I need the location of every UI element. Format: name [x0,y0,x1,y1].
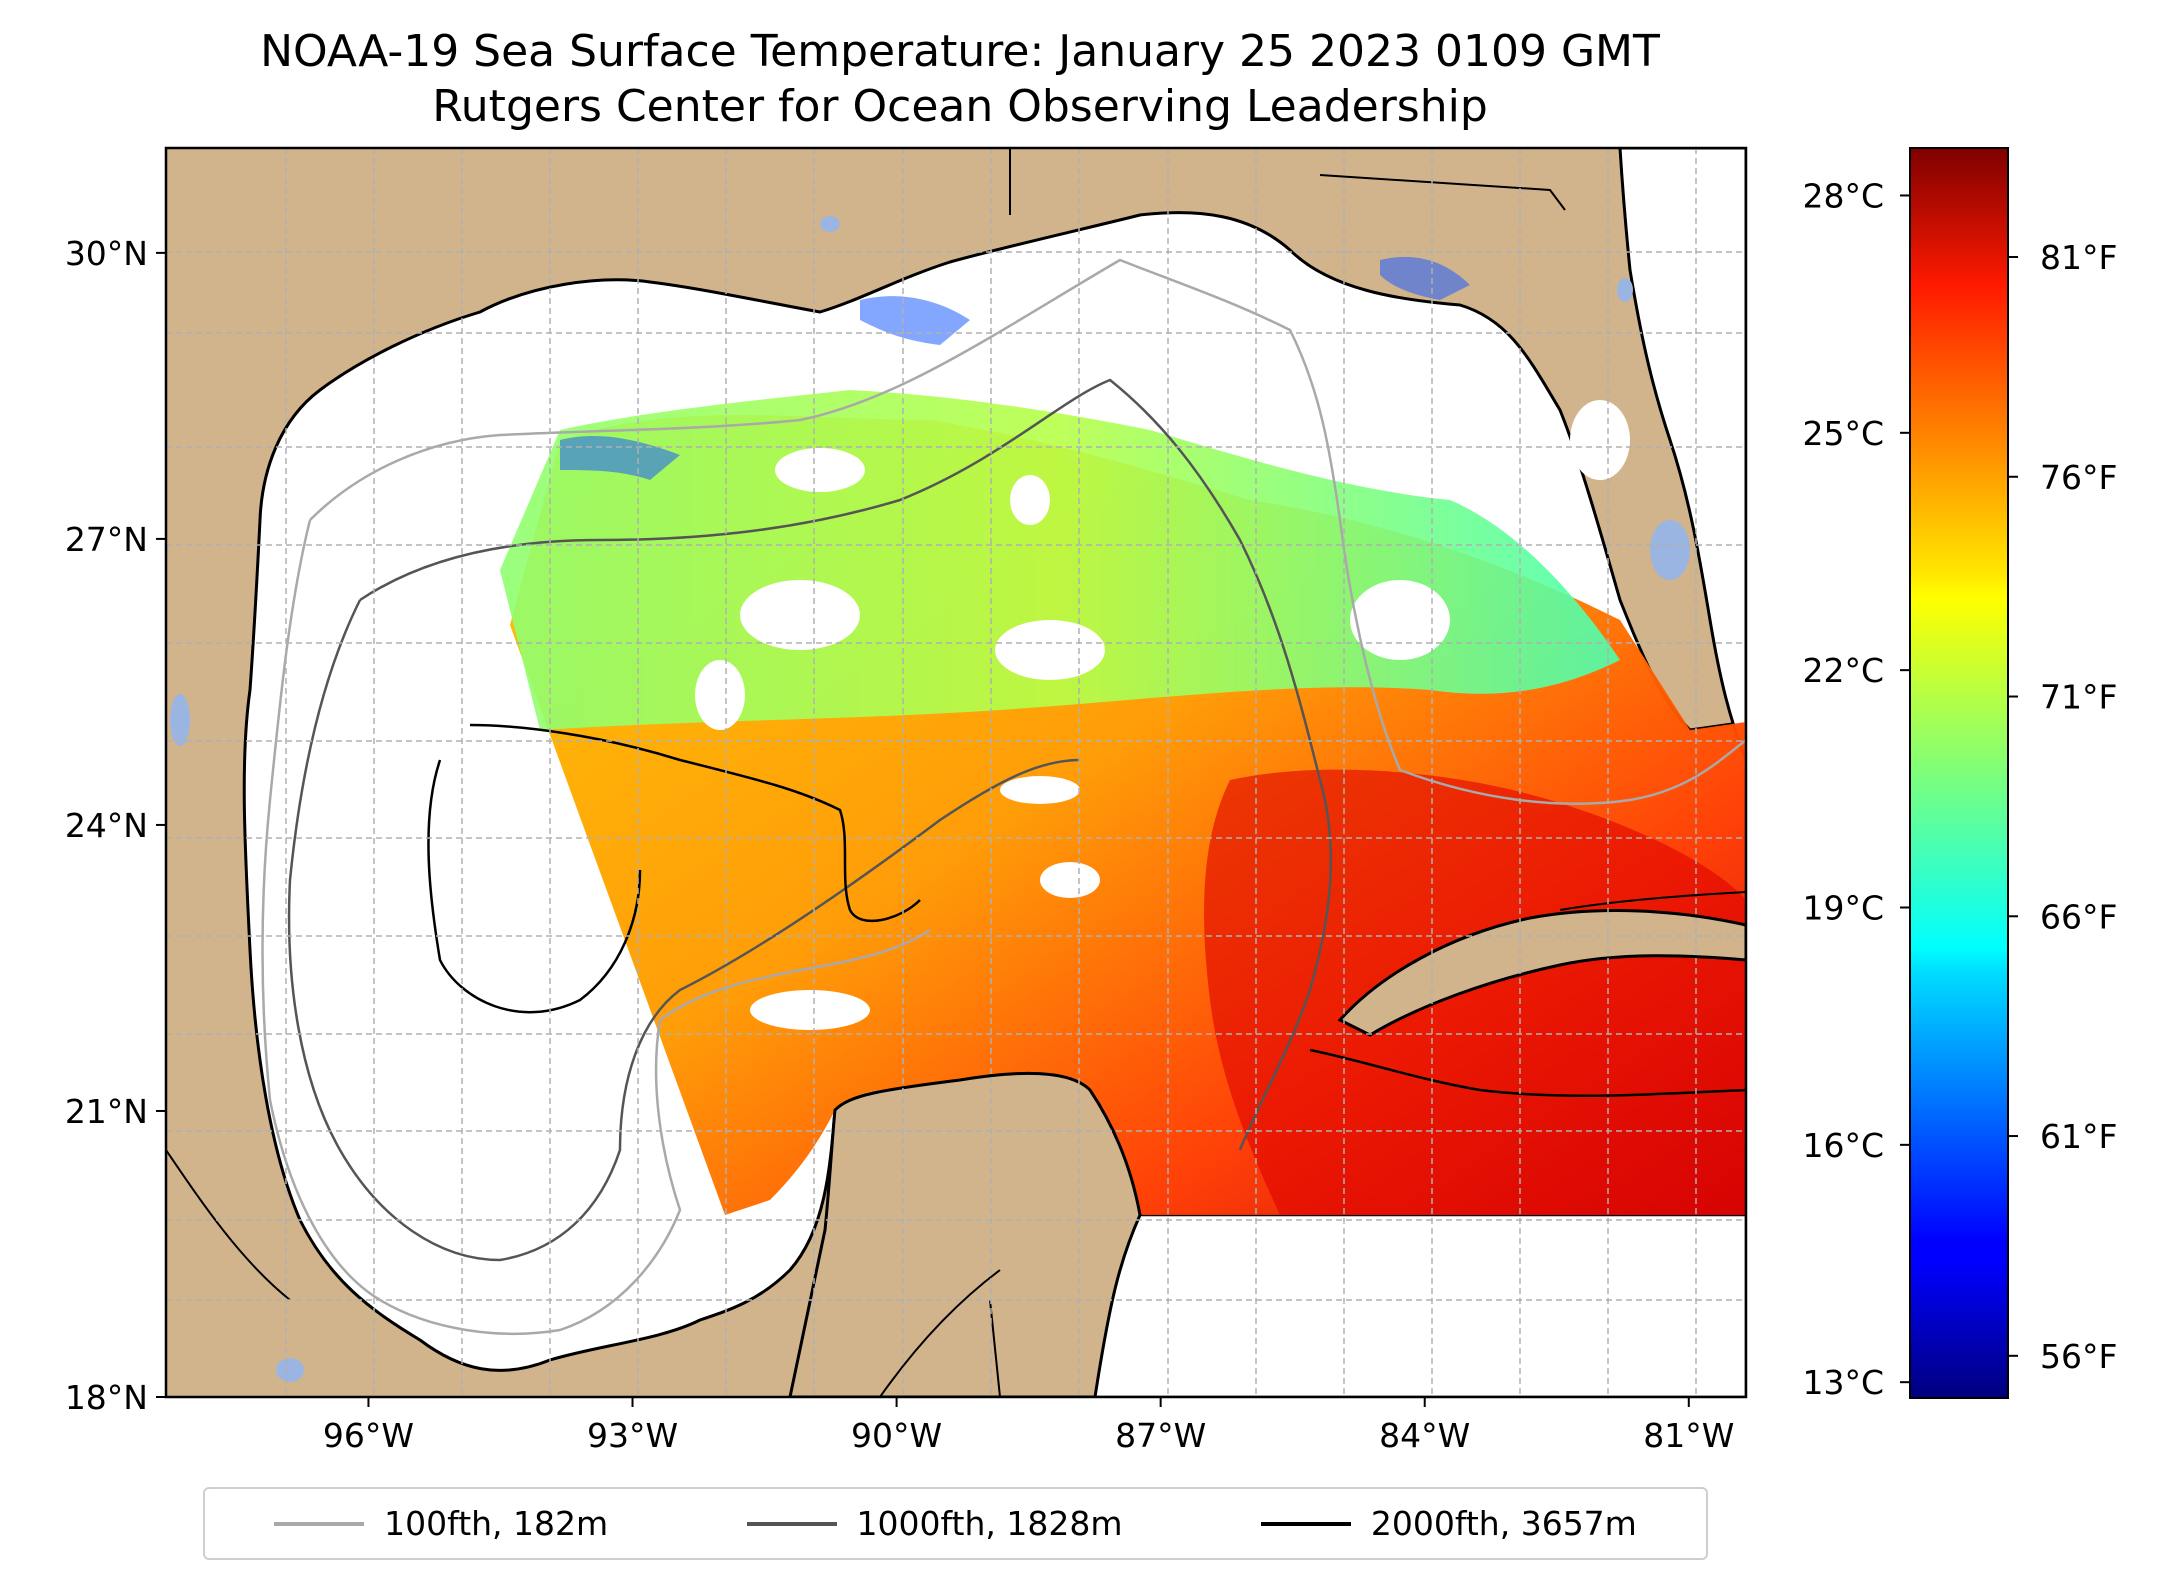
legend-item-2000fth: 2000fth, 3657m [1260,1504,1637,1543]
celsius-tick-label: 19°C [1802,888,1884,927]
contour-2000fth [469,723,921,923]
inland-lakes [170,216,1690,1382]
cloud-gaps [695,400,1630,1030]
lon-tick-label: 93°W [587,1416,678,1455]
fahrenheit-tick-label: 76°F [2040,458,2117,497]
lat-tick-label: 30°N [65,234,148,273]
celsius-tick-label: 28°C [1802,176,1884,215]
lat-tick-label: 21°N [65,1092,148,1131]
contour-1000fth [359,378,1333,1151]
colorbar [1909,147,2009,1399]
contour-100fth [309,258,1746,805]
legend-label-1000fth: 1000fth, 1828m [856,1504,1123,1543]
fahrenheit-tick-label: 71°F [2040,678,2117,717]
lat-tick-label: 24°N [65,806,148,845]
bathymetry-legend: 100fth, 182m 1000fth, 1828m 2000fth, 365… [203,1487,1708,1560]
contour-2000fth-loop [427,759,642,1014]
fahrenheit-tick-label: 66°F [2040,897,2117,936]
lat-tick-label: 27°N [65,520,148,559]
contour-2000fth-east [1309,1048,1746,1098]
yucatan-peninsula [788,1071,1142,1397]
map-subtitle: Rutgers Center for Ocean Observing Leade… [432,81,1488,132]
legend-swatch-1000fth [746,1521,837,1526]
celsius-tick-label: 22°C [1802,651,1884,690]
legend-label-100fth: 100fth, 182m [384,1504,609,1543]
florida-keys [1559,891,1746,911]
fahrenheit-tick-label: 56°F [2040,1337,2117,1376]
fahrenheit-tick-label: 81°F [2040,238,2117,277]
contour-100fth-west [261,519,931,1335]
legend-item-100fth: 100fth, 182m [274,1504,608,1543]
lon-tick-label: 84°W [1379,1416,1470,1455]
celsius-tick-label: 16°C [1802,1126,1884,1165]
fahrenheit-tick-label: 61°F [2040,1117,2117,1156]
map-title: NOAA-19 Sea Surface Temperature: January… [260,26,1660,77]
legend-label-2000fth: 2000fth, 3657m [1370,1504,1637,1543]
political-borders [166,148,1566,1397]
sst-cold-patches [560,256,1470,480]
lat-tick-label: 18°N [65,1378,148,1417]
graticule [166,148,1746,1397]
cuba [1337,909,1746,1037]
lon-tick-label: 90°W [851,1416,942,1455]
map-panel [166,148,1746,1397]
map-frame [164,146,1748,1399]
legend-item-1000fth: 1000fth, 1828m [746,1504,1123,1543]
atlantic-ocean [1618,148,1746,761]
lon-tick-label: 81°W [1643,1416,1734,1455]
contour-1000fth-west [287,599,1081,1262]
bathymetry-contours [261,258,1746,1335]
legend-swatch-2000fth [1260,1521,1351,1526]
sst-warm-core [1204,769,1746,1215]
legend-swatch-100fth [274,1521,365,1526]
lon-tick-label: 87°W [1115,1416,1206,1455]
map-axis-ticks: 30°N 27°N 24°N 21°N 18°N 96°W 93°W 90°W 87°W 84°W… [65,234,1735,1455]
caribbean-sea [1083,1213,1746,1397]
lon-tick-label: 96°W [323,1416,414,1455]
celsius-tick-label: 13°C [1802,1363,1884,1402]
colorbar-ticks: 28°C 25°C 22°C 19°C 16°C 13°C 81°F 76°F 71°F 66°F… [1802,176,2117,1402]
celsius-tick-label: 25°C [1802,414,1884,453]
